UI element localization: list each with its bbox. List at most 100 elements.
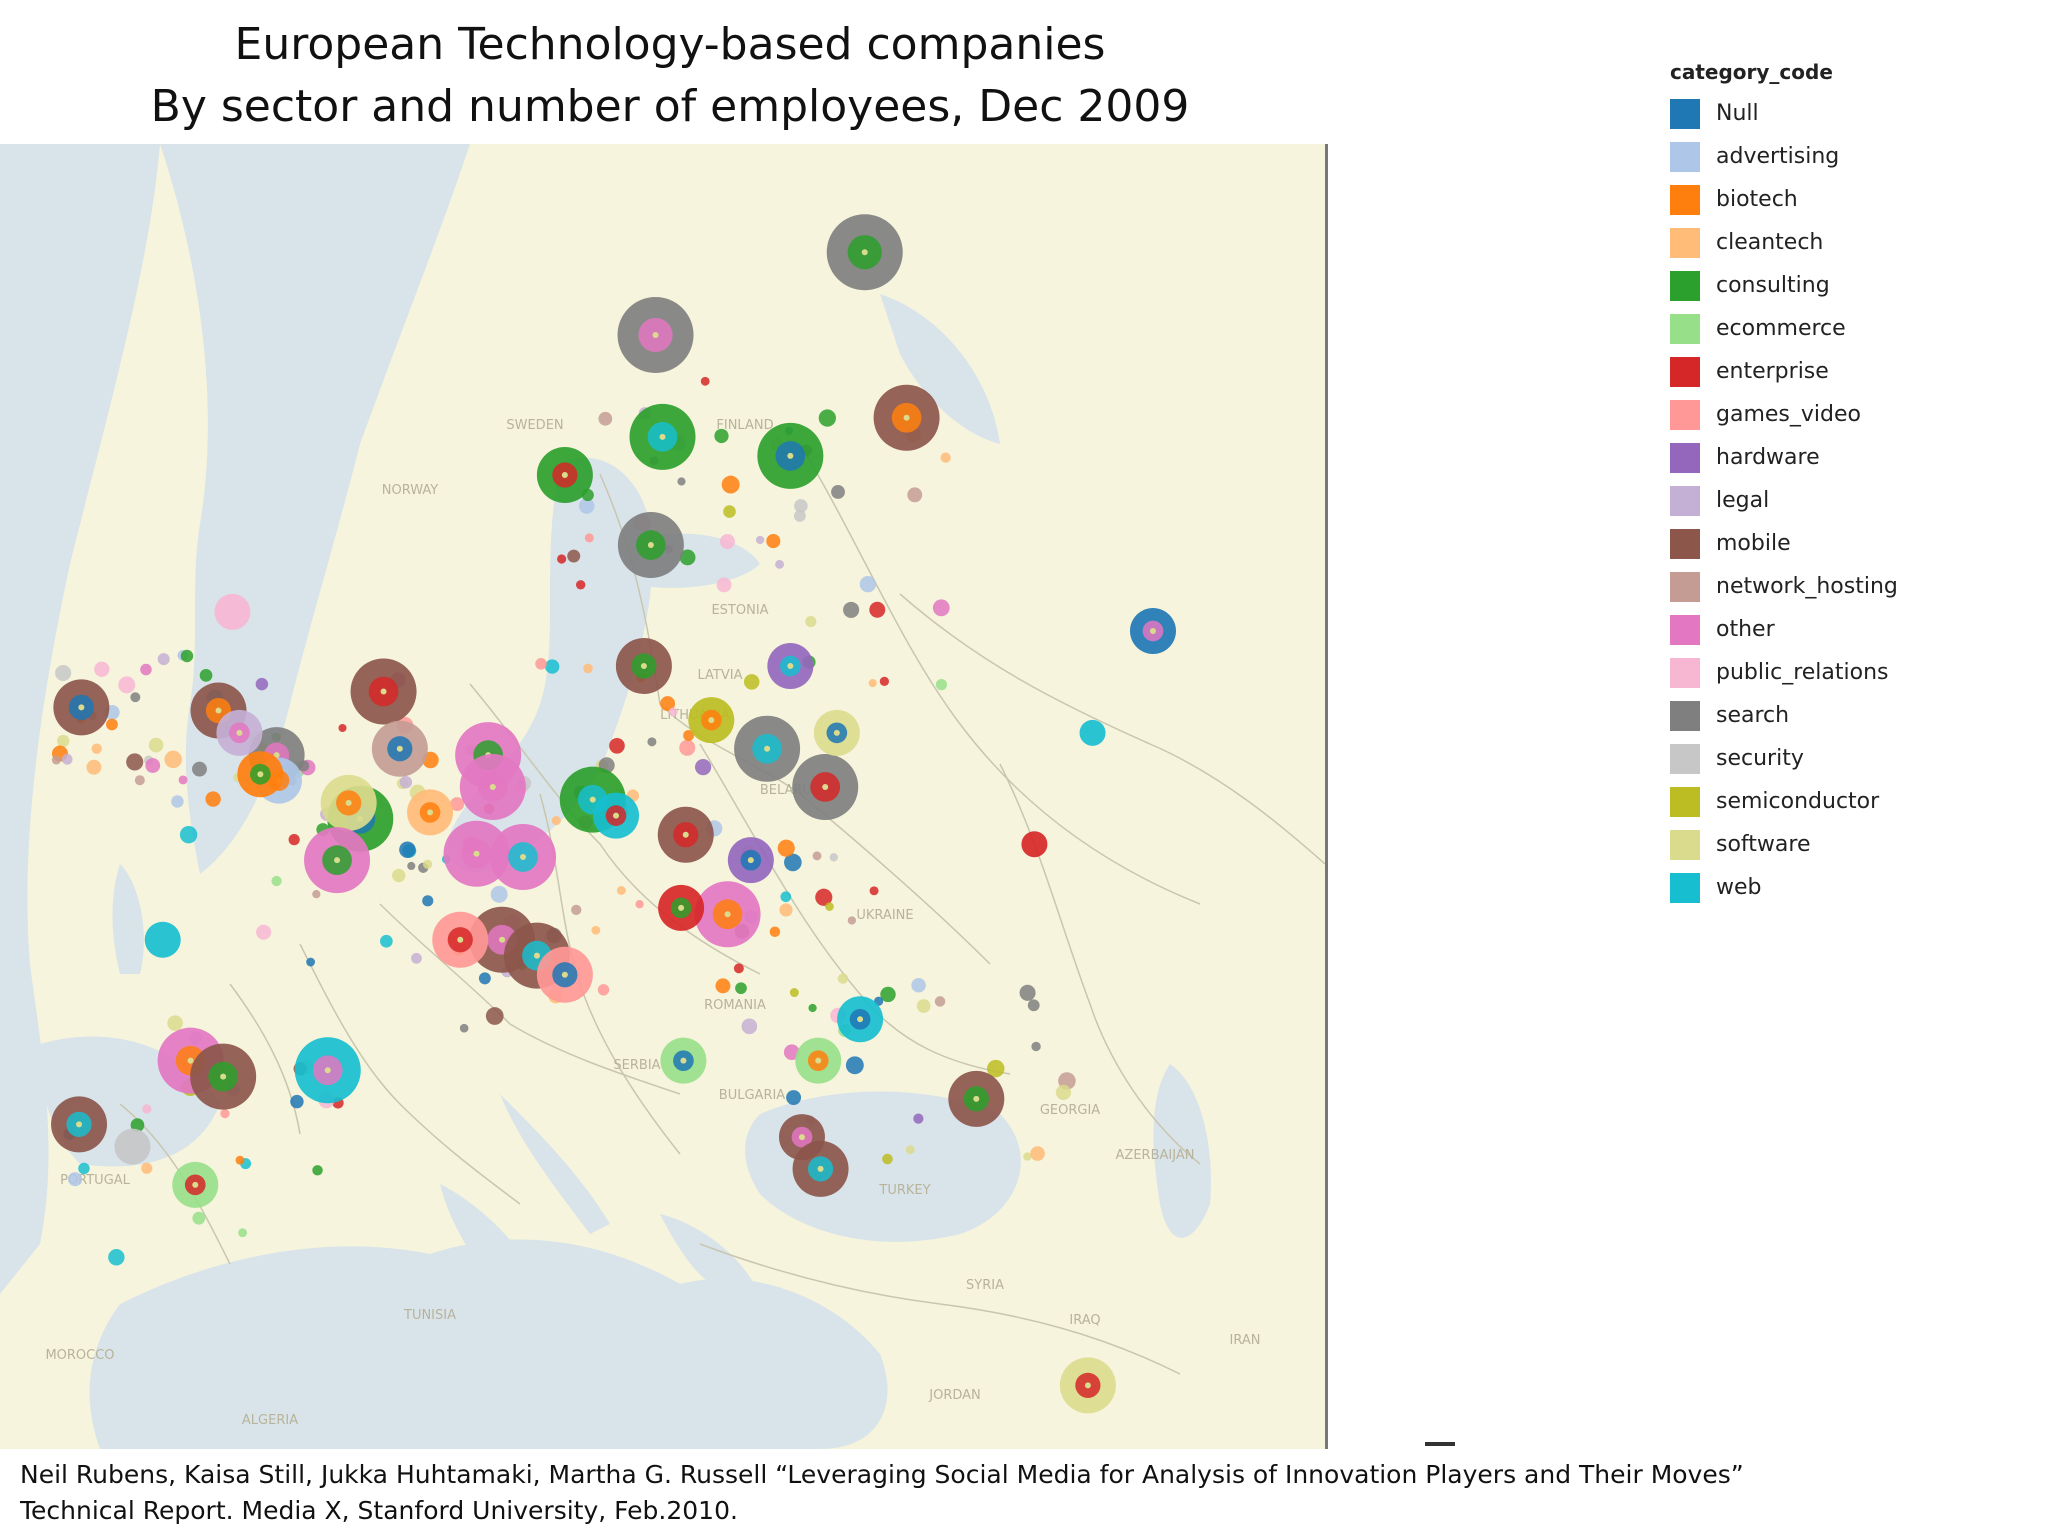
company-dot (68, 1172, 83, 1187)
company-marker-search[interactable] (617, 296, 694, 373)
marker-core (345, 799, 352, 806)
company-marker-hardware[interactable] (727, 837, 774, 884)
company-dot (94, 661, 110, 677)
marker-core (822, 783, 829, 790)
legend-item-mobile: mobile (1670, 522, 2010, 565)
legend-swatch (1670, 528, 1700, 559)
company-marker-biotech[interactable] (237, 751, 284, 798)
legend-swatch (1670, 313, 1700, 344)
company-marker-games-video[interactable] (536, 946, 593, 1003)
company-marker-network-hosting[interactable] (371, 720, 428, 777)
company-marker-enterprise[interactable] (1021, 831, 1048, 858)
legend-label: hardware (1716, 445, 1820, 470)
europe-map[interactable]: SWEDENFINLANDNORWAYESTONIALATVIALITHUANI… (0, 144, 1328, 1449)
tyrrhenian-sea (440, 1184, 540, 1294)
company-marker-public-relations[interactable] (214, 593, 251, 630)
company-dot (220, 1108, 230, 1119)
legend-label: cleantech (1716, 230, 1824, 255)
company-marker-hardware[interactable] (767, 643, 814, 689)
company-marker-consulting[interactable] (536, 447, 593, 504)
company-dot (199, 669, 213, 682)
company-marker-web[interactable] (294, 1037, 361, 1104)
company-marker-ecommerce[interactable] (660, 1037, 707, 1084)
company-dot (733, 963, 744, 974)
adriatic-sea (500, 1094, 610, 1234)
legend-swatch (1670, 829, 1700, 860)
company-dot (880, 986, 896, 1003)
company-marker-other[interactable] (459, 753, 526, 820)
company-marker-software[interactable] (1059, 1357, 1116, 1414)
company-dot (312, 1165, 323, 1176)
marker-core (815, 1057, 822, 1064)
legend-swatch (1670, 571, 1700, 602)
country-labels: SWEDENFINLANDNORWAYESTONIALATVIALITHUANI… (45, 418, 1260, 1428)
company-marker-other[interactable] (304, 827, 371, 894)
company-marker-mobile[interactable] (350, 658, 417, 725)
company-dot (551, 816, 561, 826)
company-dot (741, 1018, 758, 1035)
company-marker-security[interactable] (114, 1128, 151, 1165)
legend-item-games-video: games_video (1670, 393, 2010, 436)
marker-core (489, 783, 496, 790)
company-dot (126, 753, 144, 771)
country-label-iraq: IRAQ (1069, 1313, 1100, 1328)
company-marker-enterprise[interactable] (658, 884, 705, 931)
country-label-tunisia: TUNISIA (403, 1308, 456, 1323)
company-marker-mobile[interactable] (657, 806, 714, 863)
company-marker-cleantech[interactable] (407, 789, 454, 836)
company-marker-web[interactable] (837, 996, 884, 1043)
legend-item-web: web (1670, 866, 2010, 909)
legend-label: ecommerce (1716, 316, 1846, 341)
company-dot (584, 533, 594, 543)
company-dot (575, 580, 586, 590)
country-label-romania: ROMANIA (704, 998, 766, 1013)
company-marker-legal[interactable] (216, 709, 263, 756)
company-dot (882, 1153, 893, 1165)
company-dot (815, 888, 833, 906)
company-marker-other[interactable] (490, 823, 557, 890)
company-marker-ecommerce[interactable] (795, 1037, 842, 1084)
company-dot (913, 1113, 924, 1124)
company-markers (51, 214, 1176, 1414)
legend-item-security: security (1670, 737, 2010, 780)
company-marker-web[interactable] (593, 792, 640, 839)
company-marker-mobile[interactable] (948, 1070, 1005, 1127)
company-marker-mobile[interactable] (615, 638, 672, 694)
company-marker-mobile[interactable] (792, 1140, 849, 1197)
company-marker-games-video[interactable] (432, 911, 489, 968)
company-marker-search[interactable] (734, 715, 801, 782)
legend-swatch (1670, 270, 1700, 301)
company-marker-mobile[interactable] (51, 1096, 108, 1153)
company-marker-mobile[interactable] (53, 679, 110, 736)
company-marker-null[interactable] (1129, 607, 1176, 654)
company-marker-mobile[interactable] (190, 1043, 257, 1110)
company-marker-semiconductor[interactable] (688, 697, 735, 744)
marker-core (1149, 627, 1156, 634)
marker-core (708, 717, 715, 724)
company-marker-search[interactable] (792, 753, 859, 820)
company-dot (338, 723, 347, 733)
legend-swatch (1670, 700, 1700, 731)
legend-label: software (1716, 832, 1811, 857)
legend-label: web (1716, 875, 1762, 900)
company-marker-consulting[interactable] (629, 403, 696, 470)
company-marker-mobile[interactable] (873, 384, 940, 451)
company-marker-other[interactable] (694, 881, 761, 948)
company-dot (130, 1118, 145, 1132)
company-marker-web[interactable] (1079, 719, 1106, 746)
legend-swatch (1670, 184, 1700, 215)
legend-item-cleantech: cleantech (1670, 221, 2010, 264)
company-dot (1055, 1084, 1072, 1101)
company-marker-consulting[interactable] (757, 422, 824, 489)
company-marker-software[interactable] (320, 774, 377, 831)
marker-core (747, 857, 754, 864)
company-marker-web[interactable] (144, 921, 181, 958)
company-marker-software[interactable] (813, 709, 860, 756)
company-marker-search[interactable] (617, 512, 684, 579)
company-marker-search[interactable] (826, 214, 903, 291)
title-line-1: European Technology-based companies (234, 19, 1106, 70)
company-marker-ecommerce[interactable] (172, 1161, 219, 1208)
legend-label: biotech (1716, 187, 1798, 212)
legend-item-biotech: biotech (1670, 178, 2010, 221)
legend-swatch (1670, 98, 1700, 129)
